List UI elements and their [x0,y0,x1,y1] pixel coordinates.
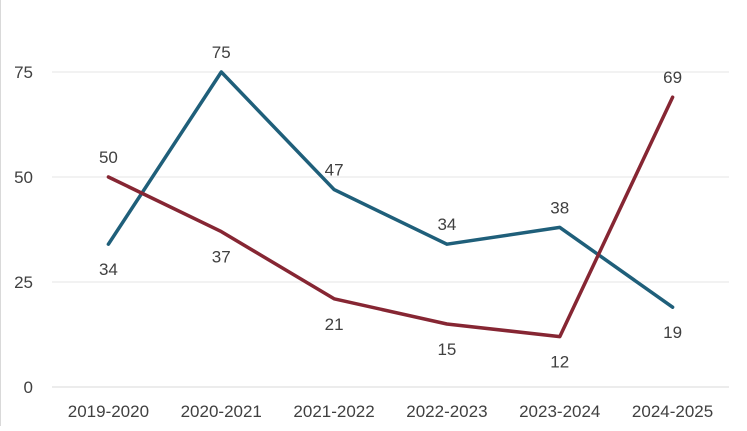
y-axis-ticks: 0 25 50 75 [14,63,33,397]
data-label: 12 [550,353,569,372]
data-label: 50 [99,148,118,167]
data-label: 21 [325,315,344,334]
data-label: 69 [663,68,682,87]
data-label: 34 [437,215,456,234]
series-lines [106,70,675,339]
x-tick-label: 2019-2020 [68,402,149,421]
x-tick-label: 2021-2022 [293,402,374,421]
data-label: 38 [550,198,569,217]
data-labels: 34 50 75 37 47 21 34 15 38 12 19 69 [99,43,682,372]
y-gridlines [52,71,729,388]
data-label: 15 [437,340,456,359]
x-tick-label: 2024-2025 [632,402,713,421]
x-tick-label: 2020-2021 [181,402,262,421]
data-label: 19 [663,323,682,342]
x-tick-label: 2023-2024 [519,402,600,421]
y-tick-label: 0 [24,378,33,397]
data-label: 34 [99,260,118,279]
y-tick-label: 50 [14,168,33,187]
series-line-1 [106,70,675,309]
data-label: 75 [212,43,231,62]
data-label: 37 [212,248,231,267]
y-tick-label: 75 [14,63,33,82]
x-tick-label: 2022-2023 [406,402,487,421]
data-label: 47 [325,161,344,180]
x-axis-ticks: 2019-2020 2020-2021 2021-2022 2022-2023 2023… [68,402,713,421]
series-line-2 [106,95,675,339]
y-tick-label: 25 [14,273,33,292]
